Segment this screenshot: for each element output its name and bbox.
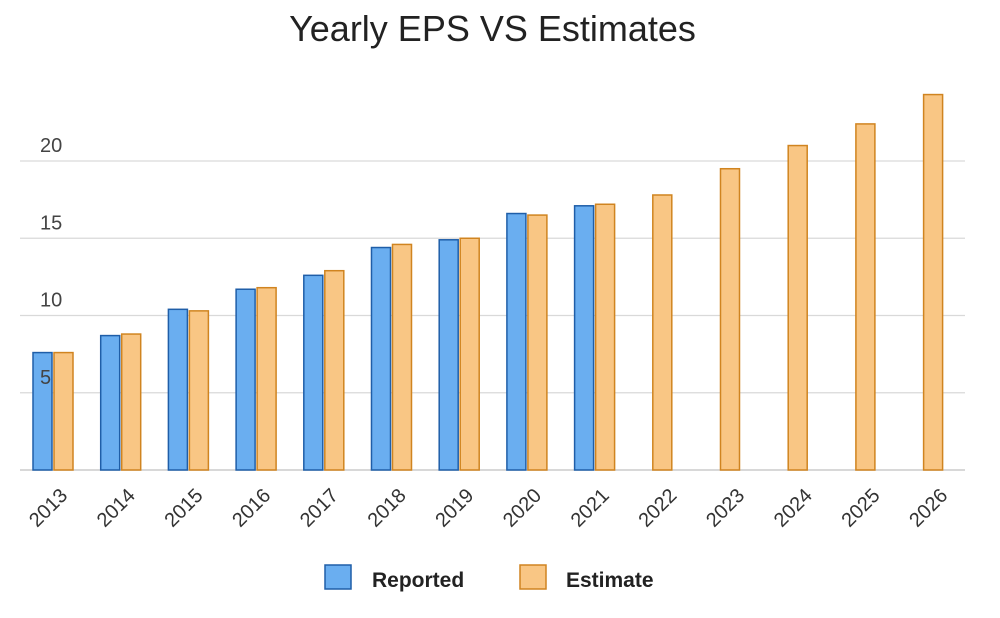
bar-estimate — [922, 93, 944, 471]
chart-title: Yearly EPS VS Estimates — [289, 8, 696, 49]
x-tick-label: 2018 — [364, 485, 411, 532]
bar-estimate — [459, 237, 480, 471]
x-axis-ticks: 2013 2014 2015 2016 2017 2018 2019 2020 2021 2022… — [25, 485, 952, 532]
y-tick-label: 15 — [40, 212, 62, 234]
x-tick-label: 2021 — [567, 485, 614, 532]
bar-estimate — [855, 123, 876, 471]
x-tick-label: 2019 — [431, 485, 478, 532]
legend-label: Estimate — [566, 569, 654, 592]
x-tick-label: 2026 — [905, 485, 952, 532]
bar-estimate — [527, 214, 548, 471]
bar-estimate — [787, 144, 808, 471]
x-tick-label: 2015 — [161, 485, 208, 532]
bar-estimate — [324, 269, 345, 471]
x-tick-label: 2016 — [228, 485, 275, 532]
legend-swatch — [519, 564, 547, 590]
y-tick-label: 10 — [40, 290, 62, 312]
x-tick-label: 2023 — [702, 485, 749, 532]
x-tick-label: 2022 — [634, 485, 681, 532]
bar-estimate — [120, 333, 142, 471]
bar-reported — [573, 205, 595, 471]
bar-reported — [99, 334, 121, 471]
legend-swatch — [324, 564, 352, 590]
legend-label: Reported — [372, 569, 464, 592]
bars — [32, 93, 944, 471]
bar-reported — [370, 246, 392, 471]
legend: Reported Estimate — [324, 564, 654, 592]
gridlines — [20, 160, 965, 471]
bar-reported — [167, 308, 189, 471]
x-tick-label: 2024 — [770, 485, 817, 532]
y-tick-label: 20 — [40, 135, 62, 157]
y-tick-label: 5 — [40, 367, 51, 389]
bar-reported — [235, 288, 256, 471]
x-tick-label: 2017 — [296, 485, 343, 532]
bar-estimate — [391, 243, 413, 471]
bar-estimate — [256, 286, 277, 471]
bar-reported — [506, 212, 527, 471]
bar-estimate — [594, 203, 616, 471]
x-tick-label: 2014 — [93, 485, 140, 532]
bar-estimate — [719, 167, 741, 471]
x-tick-label: 2025 — [838, 485, 885, 532]
x-tick-label: 2013 — [25, 485, 72, 532]
bar-reported — [32, 351, 53, 471]
bar-reported — [438, 239, 459, 471]
bar-reported — [303, 274, 324, 471]
y-axis-ticks: 5 10 15 20 — [40, 135, 62, 389]
bar-estimate — [53, 351, 74, 471]
x-tick-label: 2020 — [499, 485, 546, 532]
bar-estimate — [188, 310, 210, 471]
bar-estimate — [652, 194, 673, 471]
